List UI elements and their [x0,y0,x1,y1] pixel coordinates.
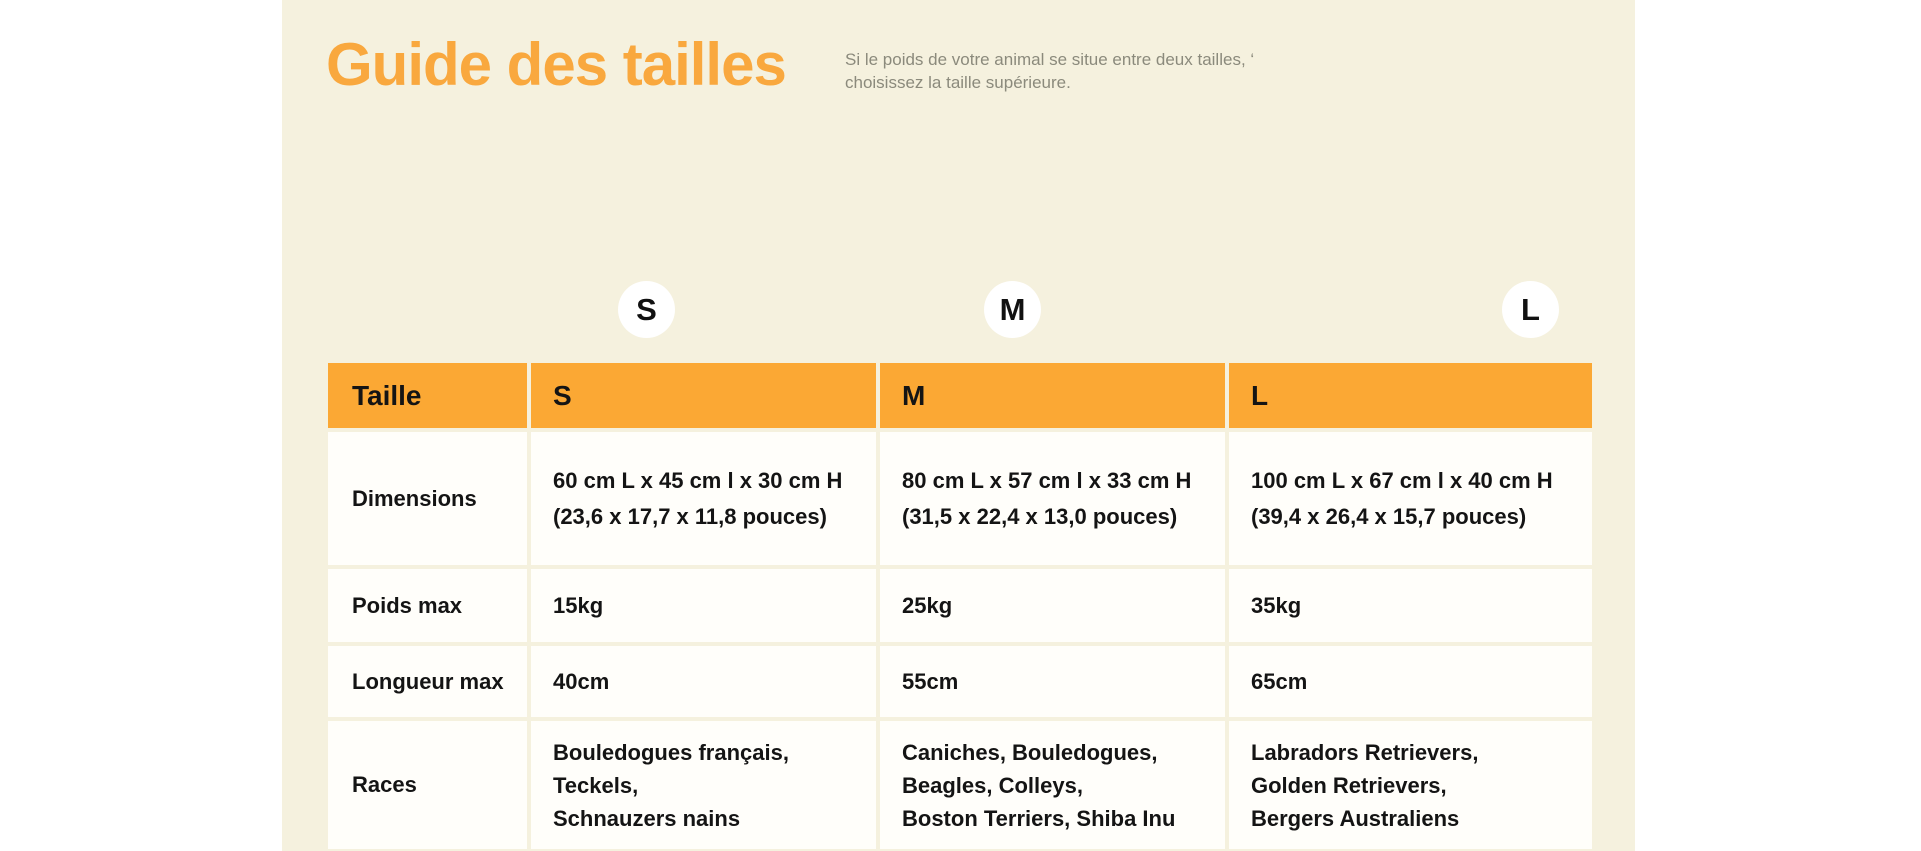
races-s-cell: Bouledogues français, Teckels, Schnauzer… [531,721,876,849]
row-label-dimensions: Dimensions [328,432,527,565]
dimensions-l-line2: (39,4 x 26,4 x 15,7 pouces) [1251,503,1527,529]
races-m-line2: Beagles, Colleys, [902,772,1083,798]
size-badge-m-label: M [999,291,1026,327]
races-l-line2: Golden Retrievers, [1251,772,1447,798]
races-l-line3: Bergers Australiens [1251,805,1460,831]
dog-size-groups: S M L [282,0,1635,400]
dimensions-m-line1: 80 cm L x 57 cm l x 33 cm H [902,467,1192,493]
dimensions-m-cell: 80 cm L x 57 cm l x 33 cm H (31,5 x 22,4… [880,432,1225,565]
poids-s-cell: 15kg [531,569,876,642]
size-table: Taille S M L Dimensions 60 cm L x 45 cm … [328,363,1592,849]
size-badge-s: S [618,281,675,338]
longueur-m-cell: 55cm [880,646,1225,717]
races-m-line1: Caniches, Bouledogues, [902,739,1158,765]
dimensions-s-line1: 60 cm L x 45 cm l x 30 cm H [553,467,843,493]
dimensions-l-cell: 100 cm L x 67 cm l x 40 cm H (39,4 x 26,… [1229,432,1592,565]
column-header-l: L [1229,363,1592,428]
dimensions-s-cell: 60 cm L x 45 cm l x 30 cm H (23,6 x 17,7… [531,432,876,565]
size-badge-l: L [1502,281,1559,338]
size-guide-note: Si le poids de votre animal se situe ent… [845,48,1254,94]
races-s-line1: Bouledogues français, [553,739,789,765]
column-header-taille: Taille [328,363,527,428]
dimensions-s-line2: (23,6 x 17,7 x 11,8 pouces) [553,503,827,529]
poids-m-cell: 25kg [880,569,1225,642]
races-l-cell: Labradors Retrievers, Golden Retrievers,… [1229,721,1592,849]
poids-l-cell: 35kg [1229,569,1592,642]
dimensions-l-line1: 100 cm L x 67 cm l x 40 cm H [1251,467,1553,493]
column-header-s: S [531,363,876,428]
row-label-longueur-max: Longueur max [328,646,527,717]
size-badge-l-label: L [1521,291,1540,327]
longueur-l-cell: 65cm [1229,646,1592,717]
races-s-line2: Teckels, [553,772,639,798]
size-badge-s-label: S [636,291,657,327]
longueur-s-cell: 40cm [531,646,876,717]
row-label-poids-max: Poids max [328,569,527,642]
size-guide-note-line1: Si le poids de votre animal se situe ent… [845,50,1255,69]
races-m-line3: Boston Terriers, Shiba Inu [902,805,1176,831]
dimensions-m-line2: (31,5 x 22,4 x 13,0 pouces) [902,503,1178,529]
races-l-line1: Labradors Retrievers, [1251,739,1479,765]
column-header-m: M [880,363,1225,428]
races-s-line3: Schnauzers nains [553,805,741,831]
page-title: Guide des tailles [326,31,787,98]
size-badge-m: M [984,281,1041,338]
size-guide-note-line2: choisissez la taille supérieure. [845,73,1071,92]
row-label-races: Races [328,721,527,849]
races-m-cell: Caniches, Bouledogues, Beagles, Colleys,… [880,721,1225,849]
size-guide-panel: Guide des tailles Si le poids de votre a… [282,0,1635,851]
